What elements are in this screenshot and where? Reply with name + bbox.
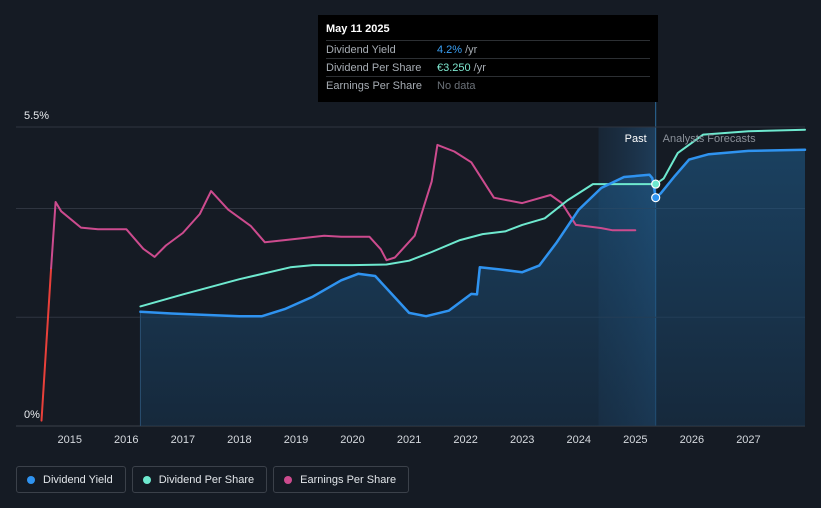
legend-dot-icon: [284, 475, 293, 484]
tooltip-unit: /yr: [473, 61, 486, 74]
y-tick-label: 0%: [24, 409, 40, 421]
tooltip-label: Dividend Yield: [326, 43, 396, 56]
tooltip-row-dividend-yield: Dividend Yield 4.2% /yr: [326, 40, 650, 58]
past-label: Past: [625, 133, 647, 145]
legend-dot-icon: [27, 475, 35, 484]
x-tick-label: 2026: [680, 434, 704, 446]
tooltip-label: Earnings Per Share: [326, 79, 422, 92]
legend-dot-icon: [142, 475, 151, 484]
x-tick-label: 2027: [736, 434, 760, 446]
legend-item-earnings-per-share[interactable]: Earnings Per Share: [273, 466, 410, 493]
legend-item-dividend-per-share[interactable]: Dividend Per Share: [131, 466, 268, 493]
dividend-per-share-hover-point: [651, 179, 661, 189]
tooltip-row-dividend-per-share: Dividend Per Share €3.250 /yr: [326, 58, 650, 76]
tooltip-date: May 11 2025: [326, 23, 390, 35]
earnings-per-share-line-low: [40, 267, 53, 422]
dividend-yield-hover-point: [651, 193, 661, 203]
tooltip-value: No data: [437, 79, 476, 92]
dividend-yield-area: [140, 149, 805, 427]
dividend-chart: 5.5% 0% 2015 2016 2017 2018 2019 2020 2021 2022 20…: [16, 100, 807, 446]
tooltip-value: €3.250: [437, 61, 471, 74]
x-tick-label: 2017: [171, 434, 195, 446]
x-tick-label: 2020: [340, 434, 364, 446]
legend-label: Dividend Yield: [43, 473, 113, 486]
dividend-per-share-line: [139, 128, 806, 308]
chart-tooltip: May 11 2025 Dividend Yield 4.2% /yr Divi…: [318, 15, 658, 102]
x-tick-label: 2024: [567, 434, 591, 446]
tooltip-row-earnings-per-share: Earnings Per Share No data: [326, 76, 650, 94]
x-tick-label: 2021: [397, 434, 421, 446]
x-tick-label: 2025: [623, 434, 647, 446]
tooltip-value: 4.2%: [437, 43, 463, 56]
x-tick-label: 2016: [114, 434, 138, 446]
earnings-per-share-line: [50, 143, 637, 270]
x-tick-label: 2018: [227, 434, 251, 446]
tooltip-label: Dividend Per Share: [326, 61, 422, 74]
y-tick-label: 5.5%: [24, 110, 49, 122]
x-tick-label: 2022: [453, 434, 477, 446]
x-tick-label: 2023: [510, 434, 534, 446]
legend-label: Dividend Per Share: [158, 473, 255, 486]
x-tick-label: 2019: [284, 434, 308, 446]
chart-legend: Dividend Yield Dividend Per Share Earnin…: [16, 466, 410, 493]
tooltip-unit: /yr: [465, 43, 478, 56]
legend-label: Earnings Per Share: [300, 473, 397, 486]
x-tick-label: 2015: [57, 434, 81, 446]
legend-item-dividend-yield[interactable]: Dividend Yield: [16, 466, 126, 493]
forecast-label: Analysts Forecasts: [663, 133, 756, 145]
